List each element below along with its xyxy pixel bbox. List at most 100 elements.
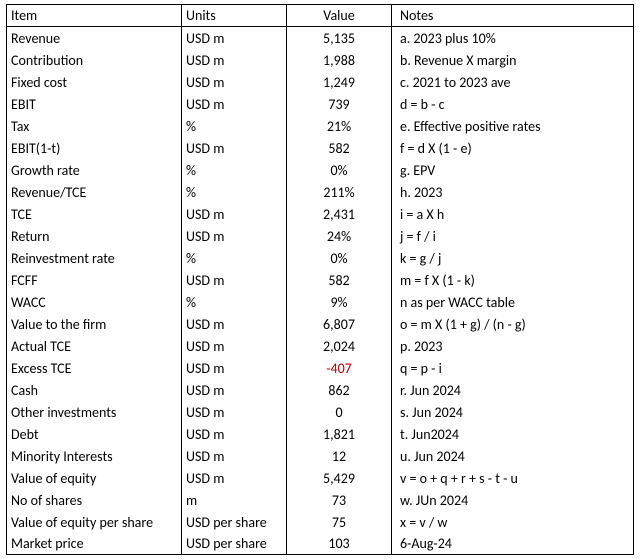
cell-units: USD m — [182, 423, 287, 445]
table-row: No of sharesm73w. JUn 2024 — [7, 489, 634, 511]
col-item: Item — [7, 5, 182, 27]
cell-value: 2,431 — [287, 203, 392, 225]
cell-item: EBIT — [7, 93, 182, 115]
cell-item: Other investments — [7, 401, 182, 423]
table-row: DebtUSD m1,821t. Jun2024 — [7, 423, 634, 445]
col-value: Value — [287, 5, 392, 27]
cell-units: % — [182, 159, 287, 181]
cell-units: % — [182, 247, 287, 269]
cell-item: Cash — [7, 379, 182, 401]
table-row: Reinvestment rate%0%k = g / j — [7, 247, 634, 269]
cell-item: Revenue — [7, 27, 182, 49]
cell-value: 1,249 — [287, 71, 392, 93]
table-row: Tax%21%e. Effective positive rates — [7, 115, 634, 137]
cell-item: Excess TCE — [7, 357, 182, 379]
cell-item: Reinvestment rate — [7, 247, 182, 269]
cell-value: 75 — [287, 511, 392, 533]
cell-notes: e. Effective positive rates — [392, 115, 634, 137]
cell-notes: r. Jun 2024 — [392, 379, 634, 401]
cell-value: 582 — [287, 269, 392, 291]
cell-notes: s. Jun 2024 — [392, 401, 634, 423]
cell-units: % — [182, 291, 287, 313]
table-row: CashUSD m862r. Jun 2024 — [7, 379, 634, 401]
cell-item: Return — [7, 225, 182, 247]
cell-units: USD m — [182, 467, 287, 489]
cell-units: USD m — [182, 225, 287, 247]
cell-value: 1,988 — [287, 49, 392, 71]
cell-item: Revenue/TCE — [7, 181, 182, 203]
table-row: ReturnUSD m24%j = f / i — [7, 225, 634, 247]
cell-item: Actual TCE — [7, 335, 182, 357]
table-row: Minority InterestsUSD m12u. Jun 2024 — [7, 445, 634, 467]
cell-units: USD m — [182, 357, 287, 379]
cell-value: 5,429 — [287, 467, 392, 489]
cell-units: USD m — [182, 269, 287, 291]
cell-value: 5,135 — [287, 27, 392, 49]
cell-notes: i = a X h — [392, 203, 634, 225]
table-row: Fixed costUSD m1,249c. 2021 to 2023 ave — [7, 71, 634, 93]
cell-value: 12 — [287, 445, 392, 467]
table-row: EBIT(1-t)USD m582f = d X (1 - e) — [7, 137, 634, 159]
table-row: Market priceUSD per share1036-Aug-24 — [7, 533, 634, 555]
cell-value: 0% — [287, 247, 392, 269]
cell-item: FCFF — [7, 269, 182, 291]
cell-item: No of shares — [7, 489, 182, 511]
cell-units: USD m — [182, 401, 287, 423]
cell-value: 6,807 — [287, 313, 392, 335]
cell-notes: n as per WACC table — [392, 291, 634, 313]
cell-value: 582 — [287, 137, 392, 159]
cell-units: USD per share — [182, 533, 287, 555]
valuation-table-container: Item Units Value Notes RevenueUSD m5,135… — [0, 0, 640, 559]
table-row: Other investmentsUSD m0s. Jun 2024 — [7, 401, 634, 423]
cell-value: 24% — [287, 225, 392, 247]
cell-units: USD m — [182, 379, 287, 401]
cell-value: 0 — [287, 401, 392, 423]
table-row: ContributionUSD m1,988b. Revenue X margi… — [7, 49, 634, 71]
cell-value: 73 — [287, 489, 392, 511]
table-row: WACC%9%n as per WACC table — [7, 291, 634, 313]
cell-value: 103 — [287, 533, 392, 555]
table-row: Value to the firmUSD m6,807o = m X (1 + … — [7, 313, 634, 335]
cell-units: USD m — [182, 203, 287, 225]
cell-notes: o = m X (1 + g) / (n - g) — [392, 313, 634, 335]
col-units: Units — [182, 5, 287, 27]
cell-notes: d = b - c — [392, 93, 634, 115]
cell-units: USD m — [182, 137, 287, 159]
cell-notes: x = v / w — [392, 511, 634, 533]
cell-item: Contribution — [7, 49, 182, 71]
cell-notes: u. Jun 2024 — [392, 445, 634, 467]
cell-value: 739 — [287, 93, 392, 115]
cell-item: Growth rate — [7, 159, 182, 181]
valuation-table: Item Units Value Notes RevenueUSD m5,135… — [6, 4, 634, 555]
cell-notes: b. Revenue X margin — [392, 49, 634, 71]
cell-notes: g. EPV — [392, 159, 634, 181]
cell-units: USD m — [182, 71, 287, 93]
table-row: Excess TCEUSD m-407q = p - i — [7, 357, 634, 379]
cell-notes: k = g / j — [392, 247, 634, 269]
cell-value: 21% — [287, 115, 392, 137]
cell-notes: j = f / i — [392, 225, 634, 247]
table-row: Actual TCEUSD m2,024p. 2023 — [7, 335, 634, 357]
cell-units: % — [182, 115, 287, 137]
cell-notes: v = o + q + r + s - t - u — [392, 467, 634, 489]
cell-notes: h. 2023 — [392, 181, 634, 203]
cell-notes: t. Jun2024 — [392, 423, 634, 445]
cell-notes: q = p - i — [392, 357, 634, 379]
cell-value: 9% — [287, 291, 392, 313]
cell-item: EBIT(1-t) — [7, 137, 182, 159]
col-notes: Notes — [392, 5, 634, 27]
cell-item: Value of equity — [7, 467, 182, 489]
cell-notes: c. 2021 to 2023 ave — [392, 71, 634, 93]
cell-value: 862 — [287, 379, 392, 401]
cell-units: USD per share — [182, 511, 287, 533]
cell-units: % — [182, 181, 287, 203]
cell-item: Value to the firm — [7, 313, 182, 335]
table-row: Growth rate%0%g. EPV — [7, 159, 634, 181]
cell-item: Minority Interests — [7, 445, 182, 467]
cell-notes: w. JUn 2024 — [392, 489, 634, 511]
cell-item: Debt — [7, 423, 182, 445]
table-row: Value of equityUSD m5,429v = o + q + r +… — [7, 467, 634, 489]
cell-units: USD m — [182, 93, 287, 115]
cell-units: USD m — [182, 313, 287, 335]
table-row: EBITUSD m739d = b - c — [7, 93, 634, 115]
